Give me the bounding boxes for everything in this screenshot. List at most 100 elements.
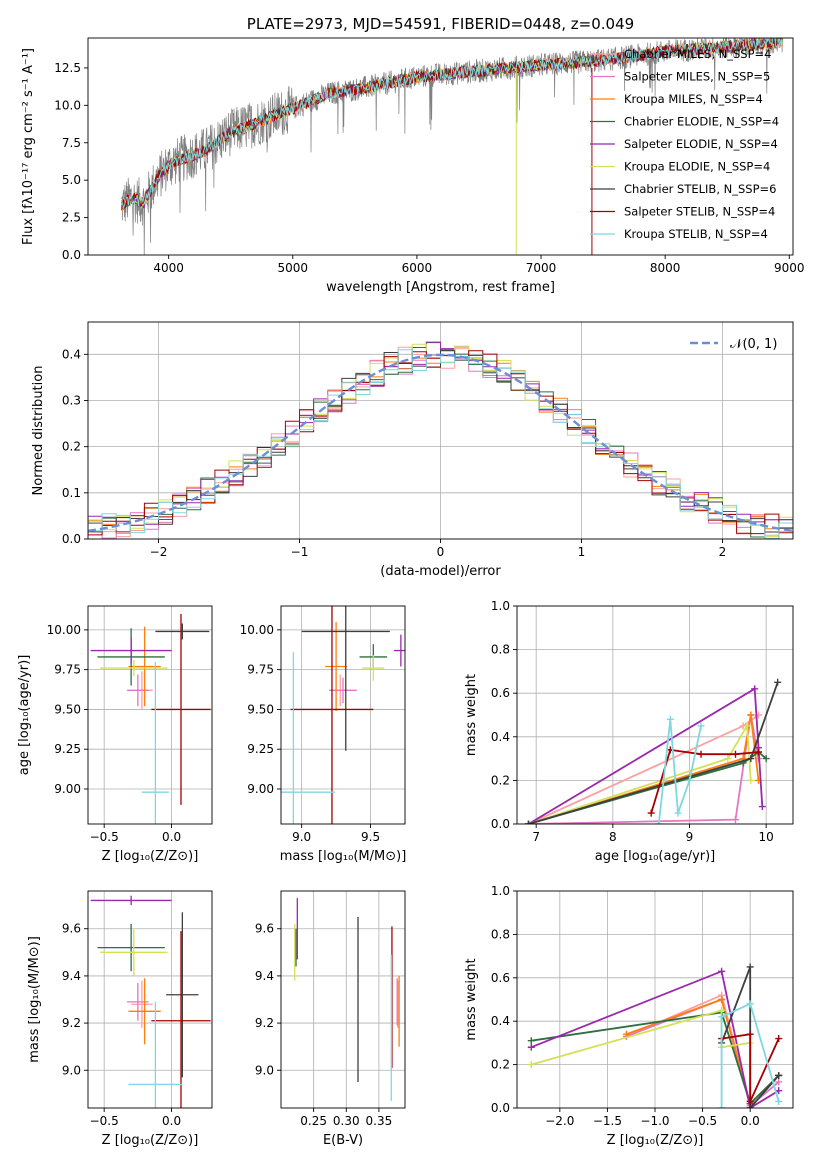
x-tick-label: −1 [291, 545, 309, 559]
axes-frame [87, 321, 794, 540]
weight-marker [622, 1030, 630, 1038]
mass-vs-z-panel: −0.5 0.0 9.0 9.2 9.4 9.6 Z [log₁₀(Z/Z⊙)] mass [… [27, 890, 213, 1148]
weight-marker [718, 1104, 726, 1108]
y-tick-label: 0.6 [491, 971, 510, 985]
y-tick-label: 0.0 [62, 248, 81, 262]
x-tick-label: 4000 [153, 261, 184, 275]
y-tick-label: 9.2 [62, 1016, 81, 1030]
y-tick-label: 0.0 [62, 532, 81, 546]
x-tick-label: −0.5 [688, 1114, 717, 1128]
weight-marker [527, 1037, 535, 1045]
legend-label: Chabrier ELODIE, N_SSP=4 [624, 115, 779, 129]
weight-marker [674, 809, 682, 817]
plot-area [517, 606, 793, 824]
x-tick-label: 0 [437, 545, 445, 559]
x-axis-label: Z [log₁₀(Z/Z⊙)] [102, 1133, 199, 1148]
y-tick-label: 1.0 [491, 884, 510, 898]
weight-marker [755, 748, 762, 756]
x-tick-label: 5000 [278, 261, 309, 275]
x-tick-label: −0.5 [90, 830, 119, 844]
y-tick-label: 0.0 [491, 817, 510, 831]
legend-label: 𝒩(0, 1) [730, 337, 777, 352]
weight-series-line-5 [530, 970, 780, 1108]
y-tick-label: 0.8 [491, 927, 510, 941]
axes-frame [280, 605, 406, 825]
weight-marker [746, 1030, 754, 1038]
x-axis-label: (data-model)/error [380, 564, 501, 579]
y-tick-label: 9.0 [62, 1063, 81, 1077]
x-axis-label: Z [log₁₀(Z/Z⊙)] [102, 849, 199, 864]
plot-area [281, 606, 405, 824]
weight-series-line-9 [720, 1002, 780, 1108]
residuals-panel: −2 −1 0 1 2 0.0 0.1 0.2 0.3 0.4 (data-model)/error… [31, 321, 794, 579]
age-vs-mass-panel: 9.0 9.5 9.00 9.25 9.50 9.75 10.00 mass [log₁₀(M… [240, 605, 407, 864]
y-tick-label: 9.00 [247, 782, 274, 796]
y-tick-label: 5.0 [62, 173, 81, 187]
weight-marker [732, 816, 739, 824]
y-tick-label: 9.0 [255, 1063, 274, 1077]
axes-frame [516, 890, 794, 1109]
weight-marker [747, 755, 755, 763]
y-axis-label: mass [log₁₀(M/M⊙)] [27, 936, 42, 1063]
y-axis-label: Normed distribution [31, 366, 46, 496]
weight-series-line-8 [721, 1033, 780, 1102]
weight-marker [724, 755, 732, 763]
weight-marker [775, 1097, 783, 1105]
weight-marker [775, 1071, 783, 1079]
weight-marker [718, 1006, 726, 1014]
x-tick-label: −1.5 [593, 1114, 622, 1128]
weight-marker [697, 722, 705, 730]
weight-marker [697, 750, 705, 758]
y-tick-label: 0.2 [62, 440, 81, 454]
axes-frame [87, 605, 213, 825]
weight-marker [666, 715, 674, 723]
y-tick-label: 9.4 [62, 969, 81, 983]
weight-series-line-6 [531, 1009, 751, 1066]
y-tick-label: 9.6 [62, 922, 81, 936]
weight-marker [718, 1013, 726, 1021]
weight-series-line-9 [657, 719, 702, 824]
legend-label: Kroupa MILES, N_SSP=4 [624, 92, 763, 106]
age-vs-z-panel: −0.5 0.0 9.00 9.25 9.50 9.75 10.00 Z [log₁₀(Z/Z… [17, 605, 213, 864]
y-tick-label: 9.2 [255, 1016, 274, 1030]
mass-vs-ebv-panel: 0.25 0.30 0.35 9.0 9.2 9.4 9.6 E(B-V) [255, 890, 406, 1148]
weight-marker [686, 776, 693, 784]
y-tick-label: 10.0 [54, 98, 81, 112]
x-axis-label: Z [log₁₀(Z/Z⊙)] [607, 1133, 704, 1148]
weight-marker [746, 1097, 754, 1105]
weight-marker [746, 963, 754, 971]
y-tick-label: 0.8 [491, 643, 510, 657]
weight-marker [743, 722, 751, 730]
weight-marker [775, 1078, 783, 1086]
weight-series-line-5 [528, 687, 764, 824]
x-tick-label: 8000 [650, 261, 681, 275]
y-tick-label: 0.1 [62, 486, 81, 500]
legend-label: Salpeter ELODIE, N_SSP=4 [624, 137, 778, 151]
y-tick-label: 9.50 [247, 702, 274, 716]
y-axis-label: Flux [fλ10⁻¹⁷ erg cm⁻² s⁻¹ A⁻¹] [21, 48, 36, 245]
y-tick-label: 7.5 [62, 136, 81, 150]
y-tick-label: 0.2 [491, 1058, 510, 1072]
x-tick-label: 0.25 [300, 1114, 327, 1128]
x-tick-label: 7 [532, 830, 540, 844]
x-tick-label: −1.0 [640, 1114, 669, 1128]
y-tick-label: 9.25 [54, 742, 81, 756]
weight-series-line-2 [528, 714, 760, 824]
plot-area [517, 891, 793, 1108]
plot-area [88, 891, 212, 1108]
x-tick-label: 10 [759, 830, 774, 844]
legend-label: Salpeter MILES, N_SSP=5 [624, 70, 770, 84]
y-tick-label: 9.00 [54, 782, 81, 796]
x-tick-label: 8 [609, 830, 617, 844]
y-tick-label: 12.5 [54, 61, 81, 75]
y-tick-label: 9.75 [247, 663, 274, 677]
residual-histogram-9 [88, 349, 793, 539]
legend-label: Kroupa ELODIE, N_SSP=4 [624, 160, 770, 174]
x-tick-label: 0.35 [366, 1114, 393, 1128]
y-tick-label: 0.6 [491, 686, 510, 700]
axes-frame [87, 890, 213, 1109]
weight-marker [746, 1104, 754, 1108]
x-axis-label: mass [log₁₀(M/M⊙)] [280, 849, 407, 864]
normal-reference-curve [88, 353, 793, 533]
